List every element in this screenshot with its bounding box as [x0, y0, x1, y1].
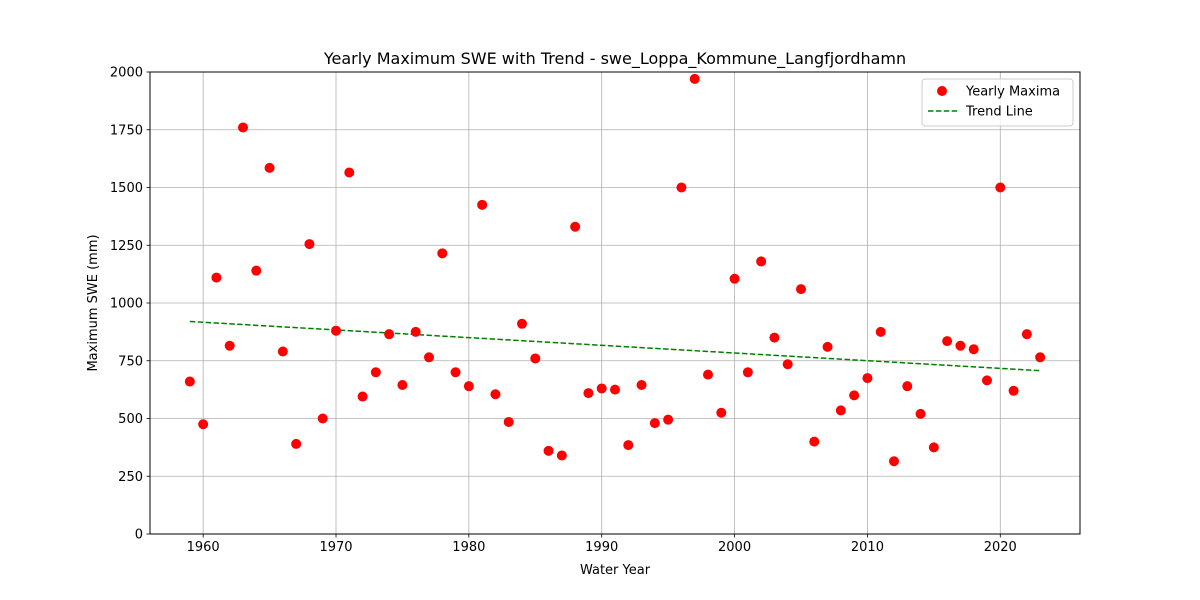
- data-point: [397, 380, 408, 391]
- data-point: [503, 416, 514, 427]
- data-point: [995, 182, 1006, 193]
- data-point: [942, 336, 953, 347]
- data-point: [649, 418, 660, 429]
- x-axis-ticks: 1960 1970 1980 1990 2000 2010 2020: [187, 534, 1017, 555]
- data-point: [517, 318, 527, 329]
- y-axis-ticks: 0 250 500 750 1000 1250 1500 1750 2000: [110, 66, 150, 543]
- data-point: [264, 162, 275, 173]
- data-point: [862, 373, 873, 384]
- data-point: [530, 353, 541, 364]
- y-tick-label: 250: [118, 470, 143, 485]
- data-point: [331, 325, 341, 336]
- x-tick-label: 1960: [187, 540, 220, 555]
- data-point: [570, 221, 581, 232]
- data-point: [756, 256, 767, 267]
- y-axis-label: Maximum SWE (mm): [86, 234, 101, 371]
- y-tick-label: 1250: [110, 239, 143, 254]
- data-point: [556, 450, 567, 461]
- data-point: [477, 199, 488, 210]
- data-point: [782, 359, 793, 370]
- x-tick-label: 2000: [718, 540, 751, 555]
- data-point: [317, 413, 328, 424]
- points-layer: [184, 73, 1046, 467]
- data-point: [769, 332, 780, 343]
- y-tick-label: 1750: [110, 123, 143, 138]
- data-point: [729, 273, 740, 284]
- legend-scatter-marker: [937, 86, 947, 96]
- data-point: [370, 367, 381, 378]
- data-point: [809, 436, 820, 447]
- y-tick-label: 1000: [110, 297, 143, 312]
- data-point: [623, 440, 634, 451]
- x-tick-label: 1990: [585, 540, 618, 555]
- data-point: [238, 122, 248, 133]
- x-tick-label: 1980: [452, 540, 485, 555]
- data-point: [1035, 352, 1046, 363]
- data-point: [291, 438, 302, 449]
- y-tick-label: 0: [135, 528, 143, 543]
- x-tick-label: 2010: [851, 540, 884, 555]
- data-point: [902, 381, 913, 392]
- data-point: [796, 284, 806, 295]
- x-axis-label: Water Year: [580, 563, 651, 578]
- data-point: [676, 182, 687, 193]
- data-point: [835, 405, 846, 416]
- trend-line: [189, 320, 1041, 372]
- data-point: [384, 329, 395, 340]
- data-point: [357, 391, 368, 402]
- data-point: [277, 346, 288, 357]
- data-point: [224, 340, 235, 351]
- chart-title: Yearly Maximum SWE with Trend - swe_Lopp…: [323, 49, 906, 69]
- data-point: [716, 407, 727, 418]
- data-point: [490, 389, 501, 400]
- data-point: [822, 341, 833, 352]
- legend-box: [921, 78, 1074, 127]
- data-point: [543, 445, 554, 456]
- data-point: [742, 367, 753, 378]
- data-point: [955, 340, 966, 351]
- data-point: [968, 344, 979, 355]
- data-point: [889, 456, 899, 467]
- data-point: [251, 265, 262, 276]
- data-point: [610, 384, 620, 395]
- data-point: [1021, 329, 1032, 340]
- data-point: [982, 375, 992, 386]
- data-point: [596, 383, 607, 394]
- y-tick-label: 750: [118, 354, 143, 369]
- data-point: [211, 272, 222, 283]
- legend-label-yearly-maxima: Yearly Maxima: [965, 85, 1060, 100]
- data-point: [424, 352, 434, 363]
- y-tick-label: 1500: [110, 181, 143, 196]
- data-point: [663, 414, 674, 425]
- data-point: [1008, 385, 1019, 396]
- x-tick-label: 2020: [984, 540, 1017, 555]
- x-tick-label: 1970: [319, 540, 352, 555]
- data-point: [304, 239, 315, 250]
- data-point: [463, 381, 474, 392]
- y-tick-label: 2000: [110, 66, 143, 81]
- data-point: [450, 367, 461, 378]
- data-point: [636, 380, 647, 391]
- legend: Yearly Maxima Trend Line: [921, 78, 1074, 127]
- data-point: [875, 326, 886, 337]
- data-point: [198, 419, 209, 430]
- legend-label-trend-line: Trend Line: [965, 105, 1033, 120]
- y-tick-label: 500: [118, 412, 143, 427]
- trend-layer: [189, 320, 1041, 372]
- data-point: [689, 73, 700, 84]
- data-point: [928, 442, 939, 453]
- data-point: [703, 369, 713, 380]
- data-point: [437, 248, 448, 259]
- data-point: [583, 388, 594, 399]
- data-point: [849, 390, 860, 401]
- data-point: [915, 408, 926, 419]
- data-point: [344, 167, 355, 178]
- grid: [150, 71, 1080, 535]
- data-point: [184, 376, 195, 387]
- data-point: [410, 326, 421, 337]
